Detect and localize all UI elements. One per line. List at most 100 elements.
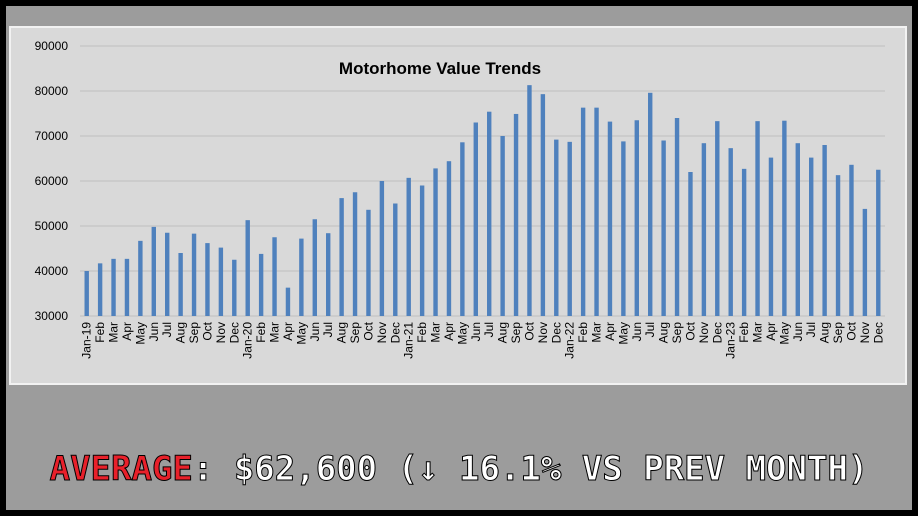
bar	[862, 208, 868, 316]
y-tick-label: 40000	[35, 264, 69, 278]
x-tick-label: Sep	[509, 322, 523, 344]
bar	[111, 258, 116, 316]
x-tick-label: Mar	[107, 322, 121, 343]
bar	[527, 85, 532, 317]
bar	[741, 168, 747, 316]
headline-text: : $62,600 (↓ 16.1% VS PREV MONTH)	[193, 449, 869, 489]
y-tick-label: 90000	[35, 39, 69, 53]
bar	[433, 168, 438, 316]
y-tick-label: 60000	[35, 174, 69, 188]
headline-label: AVERAGE	[50, 449, 193, 489]
bar	[580, 107, 586, 317]
x-tick-label: Feb	[254, 322, 268, 343]
bar	[795, 143, 800, 316]
x-tick-label: Jun	[791, 322, 805, 341]
bar	[245, 220, 250, 316]
x-tick-label: Apr	[442, 322, 456, 341]
x-tick-label: May	[777, 322, 791, 345]
bar	[594, 107, 599, 317]
bar	[97, 263, 103, 316]
x-tick-label: Nov	[536, 322, 550, 343]
bar	[835, 175, 841, 316]
x-tick-label: Oct	[683, 321, 697, 340]
bar	[84, 271, 89, 316]
bar	[460, 142, 465, 316]
x-tick-label: Dec	[871, 322, 885, 343]
x-tick-label: Sep	[831, 322, 845, 344]
y-tick-label: 30000	[35, 309, 69, 323]
x-tick-label: Apr	[603, 322, 617, 341]
bar	[446, 161, 452, 316]
bar	[728, 148, 733, 316]
bar	[419, 185, 425, 316]
bar	[124, 258, 130, 316]
x-tick-label: Oct	[522, 321, 536, 340]
x-tick-label: Jul	[804, 322, 818, 337]
x-tick-label: Feb	[737, 322, 751, 343]
x-tick-label: Jan-23	[724, 322, 738, 359]
bar	[379, 181, 385, 316]
x-tick-label: May	[455, 322, 469, 345]
x-tick-label: Jan-20	[241, 322, 255, 359]
x-tick-label: Jan-19	[80, 322, 94, 359]
x-tick-label: Aug	[335, 322, 349, 343]
x-tick-label: May	[294, 322, 308, 345]
bar	[312, 219, 317, 316]
bar	[500, 136, 505, 316]
x-tick-label: Jun	[308, 322, 322, 341]
headline: AVERAGE: $62,600 (↓ 16.1% VS PREV MONTH)	[50, 449, 869, 489]
x-tick-label: Feb	[576, 322, 590, 343]
bar	[782, 120, 787, 316]
bar	[258, 253, 264, 316]
x-tick-label: Mar	[590, 322, 604, 343]
bar	[661, 140, 666, 316]
bar	[339, 198, 344, 316]
x-tick-label: Nov	[858, 322, 872, 343]
x-tick-label: Nov	[214, 322, 228, 343]
x-tick-label: Jan-21	[402, 322, 416, 359]
bar	[621, 141, 626, 316]
x-tick-label: Jul	[482, 322, 496, 337]
bar	[755, 121, 760, 317]
bar	[473, 122, 478, 316]
bar	[849, 164, 854, 316]
bar	[406, 177, 411, 316]
bar	[232, 259, 237, 316]
bar	[688, 172, 693, 316]
bar	[701, 143, 707, 316]
bar	[352, 192, 358, 316]
bar	[607, 121, 613, 316]
x-tick-label: Mar	[751, 322, 765, 343]
x-tick-label: Oct	[844, 321, 858, 340]
x-tick-label: Sep	[187, 322, 201, 344]
x-tick-label: Feb	[93, 322, 107, 343]
bar	[513, 113, 519, 316]
x-tick-label: Jun	[630, 322, 644, 341]
bar	[674, 118, 680, 316]
x-tick-label: Apr	[120, 322, 134, 341]
y-tick-label: 70000	[35, 129, 69, 143]
x-tick-label: Dec	[388, 322, 402, 343]
x-tick-label: Aug	[657, 322, 671, 343]
bar	[648, 92, 653, 316]
bar	[151, 226, 156, 316]
bar	[299, 238, 304, 316]
x-tick-label: Jan-22	[563, 322, 577, 359]
x-tick-label: Sep	[348, 322, 362, 344]
bar	[205, 243, 210, 316]
x-tick-label: Nov	[697, 322, 711, 343]
x-tick-label: Dec	[549, 322, 563, 343]
bar	[567, 141, 572, 316]
bar	[178, 253, 183, 316]
bar	[326, 233, 331, 316]
x-tick-label: Jun	[469, 322, 483, 341]
bar	[809, 157, 814, 316]
x-tick-label: Aug	[174, 322, 188, 343]
x-tick-label: May	[133, 322, 147, 345]
bar	[285, 287, 291, 316]
x-tick-label: Apr	[281, 322, 295, 341]
chart-title: Motorhome Value Trends	[339, 59, 541, 78]
bar	[366, 209, 371, 316]
x-tick-label: Aug	[818, 322, 832, 343]
